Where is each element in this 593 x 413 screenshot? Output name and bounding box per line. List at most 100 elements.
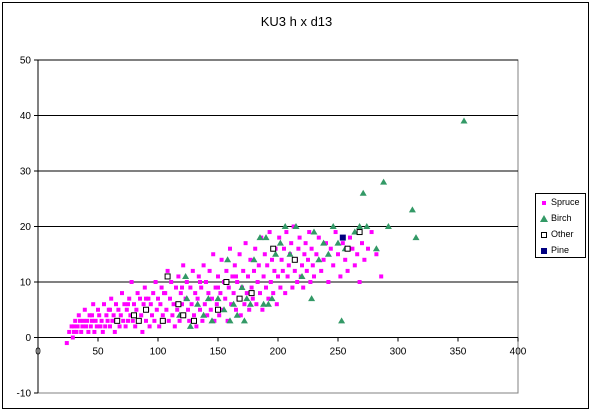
x-tick-label: 150	[210, 347, 227, 358]
legend-label-spruce: Spruce	[551, 197, 580, 207]
spruce-point	[194, 324, 199, 329]
birch-point	[262, 234, 270, 241]
birch-point	[238, 284, 246, 291]
birch-point	[208, 317, 216, 324]
spruce-point	[205, 313, 210, 318]
spruce-point	[158, 302, 163, 307]
birch-point	[334, 239, 342, 246]
spruce-point	[172, 324, 177, 329]
spruce-point	[169, 280, 174, 284]
birch-point	[286, 250, 294, 257]
spruce-point	[164, 307, 169, 312]
spruce-point	[138, 296, 142, 301]
spruce-point	[336, 252, 340, 257]
birch-point	[298, 272, 306, 279]
spruce-point	[96, 307, 100, 312]
spruce-point	[302, 252, 307, 257]
spruce-point	[210, 296, 214, 301]
spruce-point	[314, 252, 319, 257]
spruce-point	[104, 313, 109, 318]
spruce-point	[175, 307, 180, 312]
spruce-point	[374, 252, 379, 257]
spruce-point	[100, 329, 105, 334]
spruce-point	[189, 302, 194, 307]
other-point	[248, 290, 255, 297]
spruce-point	[223, 296, 228, 301]
spruce-point	[231, 291, 236, 296]
spruce-point	[187, 318, 192, 323]
data-markers	[64, 117, 468, 346]
spruce-point	[117, 324, 122, 329]
spruce-point	[285, 274, 290, 279]
other-point	[215, 306, 221, 313]
spruce-point	[109, 296, 114, 301]
spruce-point	[111, 313, 116, 318]
spruce-point	[267, 230, 272, 235]
spruce-point	[379, 274, 384, 279]
spruce-point	[192, 313, 196, 318]
spruce-point	[98, 324, 103, 329]
spruce-point	[91, 302, 96, 307]
spruce-point	[316, 235, 321, 240]
spruce-point	[147, 324, 152, 329]
birch-point	[281, 223, 289, 229]
y-tick-label: 20	[20, 222, 32, 233]
spruce-point	[300, 263, 304, 268]
spruce-point	[129, 280, 134, 284]
spruce-point	[90, 318, 94, 323]
spruce-point	[118, 313, 123, 318]
birch-point	[260, 300, 268, 307]
birch-point	[320, 239, 328, 246]
other-point	[143, 306, 149, 313]
legend-label-other: Other	[551, 229, 574, 239]
spruce-point	[81, 318, 86, 323]
legend-item-other: Other	[536, 227, 585, 242]
legend-item-birch: Birch	[536, 211, 585, 226]
spruce-point	[319, 268, 324, 273]
birch-point	[186, 322, 194, 329]
spruce-point	[166, 318, 171, 323]
spruce-point	[148, 302, 153, 307]
spruce-point	[159, 285, 164, 290]
birch-point	[315, 256, 323, 263]
birch-point	[372, 245, 380, 252]
spruce-point	[235, 280, 240, 284]
spruce-point	[126, 302, 130, 307]
spruce-point	[243, 241, 248, 246]
spruce-point	[116, 307, 121, 312]
spruce-point	[241, 268, 246, 273]
spruce-point	[74, 329, 79, 334]
spruce-point	[292, 268, 297, 273]
spruce-point	[84, 324, 88, 329]
spruce-point	[153, 280, 158, 284]
spruce-point	[328, 246, 333, 251]
x-tick-label: 400	[510, 347, 527, 358]
spruce-point	[110, 318, 115, 323]
birch-point	[226, 317, 234, 324]
spruce-point	[170, 313, 175, 318]
spruce-point	[142, 285, 147, 290]
legend-label-birch: Birch	[551, 213, 572, 223]
spruce-point	[76, 313, 81, 318]
spruce-point	[196, 274, 201, 279]
spruce-point	[212, 318, 217, 323]
spruce-point	[128, 313, 133, 318]
other-point	[191, 317, 197, 324]
spruce-point	[97, 313, 102, 318]
spruce-point	[289, 241, 294, 246]
spruce-point	[122, 302, 127, 307]
spruce-point	[160, 313, 165, 318]
spruce-point	[268, 280, 273, 284]
spruce-point	[211, 252, 216, 257]
spruce-point	[198, 307, 202, 312]
birch-point	[268, 295, 276, 302]
other-point	[223, 279, 230, 285]
spruce-point	[234, 274, 238, 279]
spruce-point	[186, 307, 190, 312]
spruce-point	[369, 230, 374, 235]
spruce-point	[246, 274, 250, 279]
spruce-point	[135, 291, 140, 296]
spruce-point	[85, 318, 90, 323]
spruce-point	[217, 313, 222, 318]
spruce-point	[181, 263, 186, 268]
